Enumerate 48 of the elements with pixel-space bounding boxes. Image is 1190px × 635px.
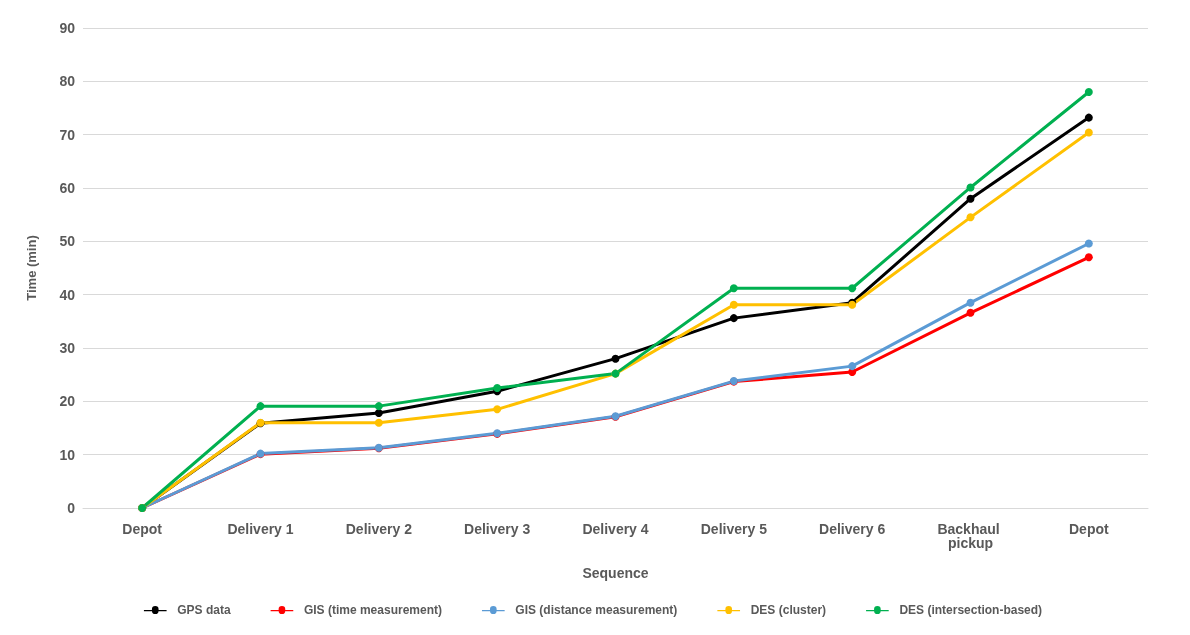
- point: [966, 194, 975, 203]
- x-tick-label: Depot: [1069, 521, 1109, 537]
- x-tick-label: Delivery 3: [464, 521, 531, 537]
- point: [493, 384, 502, 392]
- x-tick-label: Delivery 5: [700, 521, 768, 537]
- y-tick-label: 90: [59, 20, 76, 36]
- point: [256, 402, 265, 411]
- x-tick-label: Delivery 6: [819, 521, 886, 537]
- y-tick-label: 10: [59, 446, 76, 463]
- point: [966, 298, 975, 307]
- point: [848, 362, 857, 371]
- point: [848, 284, 857, 293]
- x-tick-label: Depot: [122, 521, 163, 537]
- point: [1084, 253, 1093, 262]
- point: [374, 409, 383, 418]
- y-tick-label: 20: [59, 393, 76, 410]
- y-tick-label: 40: [59, 286, 76, 303]
- point: [1084, 128, 1093, 137]
- y-tick-label: 50: [59, 233, 76, 250]
- x-tick-label: Delivery 2: [345, 521, 413, 537]
- legend-label: DES (intersection-based): [899, 603, 1043, 617]
- point: [1084, 239, 1093, 248]
- x-tick-label: Delivery 4: [582, 521, 649, 537]
- y-tick-label: 0: [67, 500, 76, 516]
- y-tick-label: 80: [59, 73, 76, 90]
- point: [1084, 88, 1093, 96]
- legend-label: GIS (time measurement): [303, 603, 442, 617]
- point: [729, 300, 738, 309]
- point: [374, 418, 383, 427]
- legend-label: DES (cluster): [750, 603, 827, 617]
- point: [966, 213, 975, 222]
- y-tick-label: 30: [59, 340, 76, 356]
- point: [611, 354, 620, 363]
- point: [729, 284, 738, 293]
- x-axis-title: Sequence: [582, 565, 649, 581]
- y-tick-label: 70: [59, 126, 76, 143]
- legend-label: GPS data: [177, 603, 231, 617]
- point: [729, 314, 738, 323]
- point: [374, 402, 383, 411]
- point: [1084, 113, 1093, 122]
- point: [966, 308, 975, 317]
- point: [966, 183, 975, 192]
- y-tick-label: 60: [59, 180, 76, 196]
- legend-label: GIS (distance measurement): [515, 603, 678, 617]
- y-axis-title: Time (min): [24, 235, 39, 301]
- x-tick-label: Backhaul pickup: [937, 521, 1004, 551]
- x-tick-label: Delivery 1: [227, 521, 294, 537]
- point: [493, 405, 502, 414]
